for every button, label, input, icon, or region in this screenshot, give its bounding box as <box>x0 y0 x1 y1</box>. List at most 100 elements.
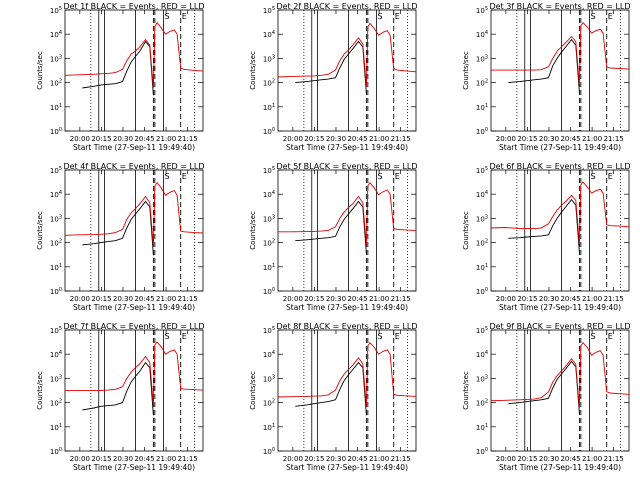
x-tick-label: 20:15 <box>304 135 324 143</box>
marker-letter: E <box>182 172 187 181</box>
x-tick-label: 20:45 <box>560 295 580 303</box>
y-tick-label: 101 <box>50 423 62 432</box>
y-tick-label: 103 <box>476 214 488 223</box>
x-tick-label: 20:45 <box>347 135 367 143</box>
series-line-lld <box>491 22 630 85</box>
x-axis-label: Start Time (27-Sep-11 19:49:40) <box>499 143 621 152</box>
x-tick-label: 20:00 <box>496 455 516 463</box>
y-tick-label: 103 <box>263 54 275 63</box>
x-tick-label: 20:00 <box>496 135 516 143</box>
marker-letter: E <box>395 332 400 341</box>
y-tick-label: 101 <box>50 263 62 272</box>
panel-2: Det 2f BLACK = Events, RED = LLD 100 101 10… <box>249 2 418 152</box>
x-tick-label: 20:30 <box>326 135 346 143</box>
series-line-events <box>82 200 154 256</box>
x-tick-label: 20:00 <box>496 295 516 303</box>
y-tick-label: 105 <box>476 6 488 15</box>
y-tick-label: 105 <box>263 166 275 175</box>
marker-letter: S <box>590 12 595 21</box>
y-tick-label: 103 <box>263 374 275 383</box>
marker-letter: E <box>608 172 613 181</box>
y-axis-label: Counts/sec <box>249 51 257 90</box>
y-axis-label: Counts/sec <box>36 51 44 90</box>
x-axis-label: Start Time (27-Sep-11 19:49:40) <box>499 303 621 312</box>
y-tick-label: 100 <box>476 127 488 136</box>
series-line-events <box>508 38 580 93</box>
x-tick-label: 20:15 <box>304 295 324 303</box>
y-tick-label: 104 <box>476 190 488 199</box>
panel-1: Det 1f BLACK = Events, RED = LLD 100 101 10… <box>36 2 205 152</box>
x-tick-label: 21:00 <box>582 295 602 303</box>
x-tick-label: 20:45 <box>560 455 580 463</box>
x-tick-label: 20:30 <box>113 455 133 463</box>
x-tick-label: 20:30 <box>326 295 346 303</box>
y-tick-label: 103 <box>50 214 62 223</box>
marker-letter: S <box>164 332 169 341</box>
x-tick-label: 20:45 <box>347 455 367 463</box>
x-tick-label: 21:00 <box>369 455 389 463</box>
x-tick-label: 21:00 <box>369 135 389 143</box>
x-axis-label: Start Time (27-Sep-11 19:49:40) <box>73 303 195 312</box>
x-tick-label: 21:00 <box>156 135 176 143</box>
y-axis-label: Counts/sec <box>249 211 257 250</box>
y-tick-label: 102 <box>50 399 62 408</box>
y-tick-label: 105 <box>476 326 488 335</box>
x-tick-label: 21:00 <box>582 455 602 463</box>
x-tick-label: 21:00 <box>156 455 176 463</box>
panel-title: Det 5f BLACK = Events, RED = LLD <box>276 162 417 171</box>
series-line-lld <box>65 341 204 405</box>
panel-4: Det 4f BLACK = Events, RED = LLD 100 101 10… <box>36 162 205 312</box>
x-axis-label: Start Time (27-Sep-11 19:49:40) <box>73 463 195 472</box>
panel-7: Det 7f BLACK = Events, RED = LLD 100 101 10… <box>36 322 205 472</box>
panel-title: Det 7f BLACK = Events, RED = LLD <box>63 322 204 331</box>
y-tick-label: 104 <box>263 30 275 39</box>
y-tick-label: 104 <box>263 190 275 199</box>
panel-title: Det 2f BLACK = Events, RED = LLD <box>276 2 417 11</box>
y-tick-label: 101 <box>263 423 275 432</box>
y-tick-label: 105 <box>50 166 62 175</box>
y-tick-label: 100 <box>263 287 275 296</box>
y-tick-label: 100 <box>476 287 488 296</box>
x-tick-label: 20:45 <box>134 455 154 463</box>
x-tick-label: 21:15 <box>391 455 411 463</box>
series-line-lld <box>490 181 630 244</box>
y-tick-label: 101 <box>263 103 275 112</box>
y-tick-label: 101 <box>263 263 275 272</box>
y-axis-label: Counts/sec <box>462 51 470 90</box>
y-tick-label: 105 <box>263 6 275 15</box>
panel-title: Det 3f BLACK = Events, RED = LLD <box>489 2 630 11</box>
y-tick-label: 102 <box>476 239 488 248</box>
x-tick-label: 20:15 <box>91 135 111 143</box>
x-tick-label: 21:15 <box>178 455 198 463</box>
panel-6: Det 6f BLACK = Events, RED = LLD 100 101 10… <box>462 162 631 312</box>
y-tick-label: 101 <box>50 103 62 112</box>
x-tick-label: 20:30 <box>539 295 559 303</box>
marker-letter: E <box>182 332 187 341</box>
x-tick-label: 21:15 <box>391 135 411 143</box>
y-axis-label: Counts/sec <box>36 211 44 250</box>
x-tick-label: 20:15 <box>517 135 537 143</box>
y-tick-label: 103 <box>50 54 62 63</box>
panel-title: Det 1f BLACK = Events, RED = LLD <box>63 2 204 11</box>
y-tick-label: 102 <box>476 79 488 88</box>
x-tick-label: 20:00 <box>283 295 303 303</box>
y-axis-label: Counts/sec <box>462 211 470 250</box>
y-tick-label: 104 <box>476 30 488 39</box>
panel-title: Det 8f BLACK = Events, RED = LLD <box>276 322 417 331</box>
panel-9: Det 9f BLACK = Events, RED = LLD 100 101 10… <box>462 322 631 472</box>
x-tick-label: 20:30 <box>539 455 559 463</box>
x-tick-label: 21:15 <box>604 295 624 303</box>
x-axis-label: Start Time (27-Sep-11 19:49:40) <box>286 463 408 472</box>
y-tick-label: 105 <box>50 326 62 335</box>
series-line-events <box>82 40 154 96</box>
plot-frame <box>490 169 630 292</box>
series-line-events <box>295 40 367 94</box>
y-tick-label: 100 <box>476 447 488 456</box>
x-tick-label: 21:00 <box>369 295 389 303</box>
marker-letter: S <box>164 172 169 181</box>
x-tick-label: 20:15 <box>91 455 111 463</box>
x-tick-label: 20:15 <box>91 295 111 303</box>
x-tick-label: 20:45 <box>560 135 580 143</box>
x-axis-label: Start Time (27-Sep-11 19:49:40) <box>499 463 621 472</box>
